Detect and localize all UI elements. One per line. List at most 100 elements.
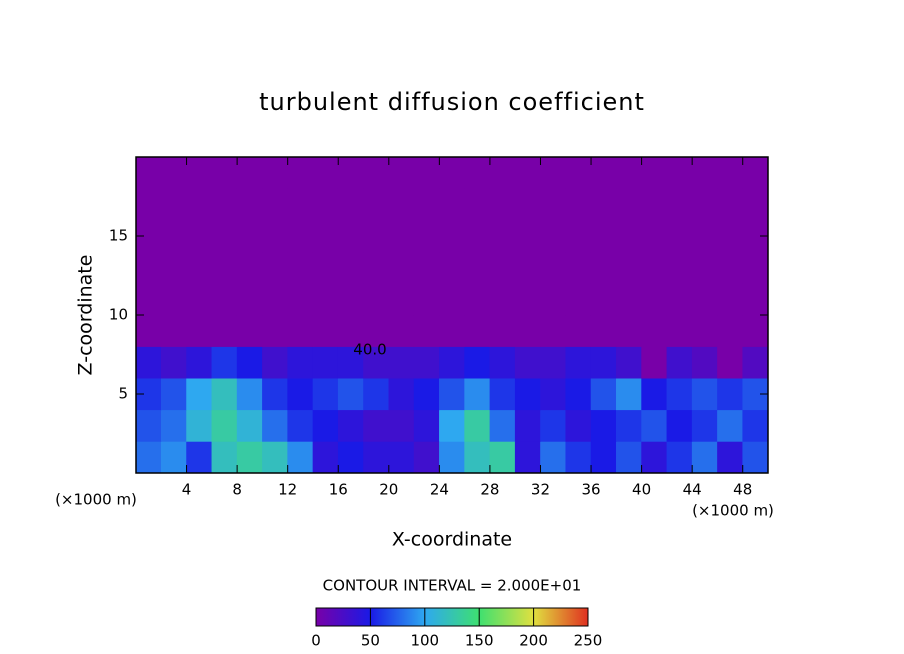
- field-cell: [363, 409, 390, 442]
- field-cell: [590, 441, 617, 473]
- field-cell: [413, 409, 440, 442]
- field-cell: [211, 409, 238, 442]
- field-cell: [236, 283, 263, 316]
- field-cell: [742, 283, 768, 316]
- field-cell: [464, 188, 491, 221]
- field-cell: [666, 251, 693, 284]
- field-cell: [186, 188, 213, 221]
- field-cell: [565, 346, 592, 379]
- field-cell: [514, 346, 541, 379]
- field-cell: [616, 251, 642, 284]
- field-cell: [464, 314, 491, 347]
- field-cell: [691, 346, 718, 379]
- field-cell: [439, 251, 465, 284]
- y-tick-label: 15: [109, 227, 128, 245]
- field-cell: [312, 409, 339, 442]
- field-cell: [666, 377, 693, 411]
- field-cell: [489, 157, 516, 189]
- field-cell: [540, 188, 567, 221]
- field-cell: [691, 188, 718, 221]
- field-cell: [742, 409, 768, 442]
- field-cell: [160, 157, 187, 189]
- colorbar-label: CONTOUR INTERVAL = 2.000E+01: [323, 577, 582, 595]
- field-cell: [160, 219, 187, 253]
- x-tick-label: 44: [683, 481, 702, 499]
- field-cell: [287, 157, 314, 189]
- field-cell: [312, 346, 339, 379]
- field-cell: [717, 283, 744, 316]
- field-cell: [262, 219, 288, 253]
- x-tick-label: 4: [182, 481, 192, 499]
- field-cell: [565, 283, 592, 316]
- colorbar-tick-label: 250: [574, 632, 603, 650]
- field-cell: [641, 409, 668, 442]
- field-cell: [717, 251, 744, 284]
- field-cell: [262, 441, 288, 473]
- field-cell: [565, 441, 592, 473]
- field-cell: [337, 219, 364, 253]
- field-cell: [540, 377, 567, 411]
- field-cell: [742, 251, 768, 284]
- field-cell: [489, 188, 516, 221]
- field-cell: [590, 219, 617, 253]
- x-tick-label: 36: [581, 481, 600, 499]
- field-cell: [590, 377, 617, 411]
- field-cell: [464, 441, 491, 473]
- x-tick-label: 32: [531, 481, 550, 499]
- field-cell: [514, 283, 541, 316]
- field-cell: [186, 441, 213, 473]
- field-cell: [262, 346, 288, 379]
- field-cell: [464, 251, 491, 284]
- field-cell: [616, 188, 642, 221]
- field-cell: [590, 251, 617, 284]
- field-cell: [489, 441, 516, 473]
- field-cell: [489, 409, 516, 442]
- field-cell: [312, 188, 339, 221]
- field-cell: [160, 283, 187, 316]
- x-tick-label: 24: [430, 481, 449, 499]
- field-cell: [337, 251, 364, 284]
- field-cell: [262, 251, 288, 284]
- field-cell: [489, 346, 516, 379]
- field-cell: [236, 219, 263, 253]
- field-cell: [363, 157, 390, 189]
- field-cell: [287, 346, 314, 379]
- field-cell: [211, 251, 238, 284]
- field-cell: [742, 314, 768, 347]
- x-tick-label: 16: [329, 481, 348, 499]
- field-cell: [514, 188, 541, 221]
- y-unit-label: (×1000 m): [55, 491, 137, 509]
- field-cell: [666, 409, 693, 442]
- field-cell: [514, 157, 541, 189]
- field-cell: [717, 377, 744, 411]
- field-cell: [211, 346, 238, 379]
- field-cell: [514, 409, 541, 442]
- x-tick-label: 48: [733, 481, 752, 499]
- field-cell: [312, 251, 339, 284]
- field-cell: [363, 188, 390, 221]
- field-cell: [388, 283, 415, 316]
- field-cell: [439, 314, 465, 347]
- field-cell: [616, 157, 642, 189]
- field-cell: [287, 409, 314, 442]
- field-cell: [439, 441, 465, 473]
- field-cell: [236, 346, 263, 379]
- field-cell: [388, 314, 415, 347]
- field-cell: [742, 157, 768, 189]
- field-cell: [136, 283, 162, 316]
- field-cell: [691, 377, 718, 411]
- x-tick-label: 8: [232, 481, 242, 499]
- field-cell: [413, 377, 440, 411]
- field-cell: [439, 283, 465, 316]
- field-cell: [337, 346, 364, 379]
- x-tick-label: 20: [379, 481, 398, 499]
- field-cell: [742, 188, 768, 221]
- field-cell: [565, 157, 592, 189]
- field-cell: [590, 409, 617, 442]
- field-cell: [312, 157, 339, 189]
- field-cell: [565, 251, 592, 284]
- x-tick-label: 40: [632, 481, 651, 499]
- field-cell: [717, 441, 744, 473]
- field-cell: [514, 314, 541, 347]
